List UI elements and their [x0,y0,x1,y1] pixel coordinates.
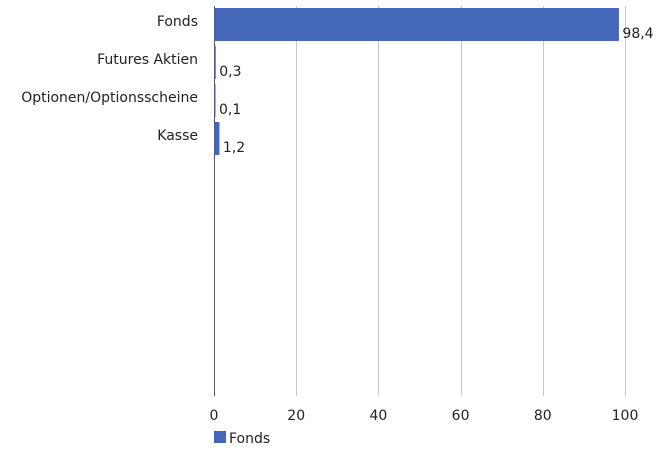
gridlines [214,6,626,396]
bars [214,8,619,155]
legend-label: Fonds [229,431,270,447]
x-tick-label: 20 [287,408,305,424]
bar [214,8,619,41]
x-tick-label: 0 [210,408,219,424]
data-label: 1,2 [223,140,245,156]
data-label: 0,3 [219,64,241,80]
category-label: Kasse [157,128,198,144]
legend: Fonds [214,431,270,447]
category-label: Futures Aktien [97,52,198,68]
category-labels: Fonds Futures Aktien Optionen/Optionsschei… [21,14,198,144]
bar [214,46,216,79]
legend-swatch [214,431,226,443]
category-label: Fonds [157,14,198,30]
x-tick-label: 40 [369,408,387,424]
x-tick-label: 60 [452,408,470,424]
bar [214,122,220,155]
bar [214,84,216,117]
x-tick-label: 80 [534,408,552,424]
x-tick-label: 100 [612,408,639,424]
category-label: Optionen/Optionsscheine [21,90,198,106]
x-axis-ticks: 0 20 40 60 80 100 [210,408,639,424]
data-labels: 98,4 0,3 0,1 1,2 [219,26,654,156]
data-label: 0,1 [219,102,241,118]
data-label: 98,4 [622,26,653,42]
